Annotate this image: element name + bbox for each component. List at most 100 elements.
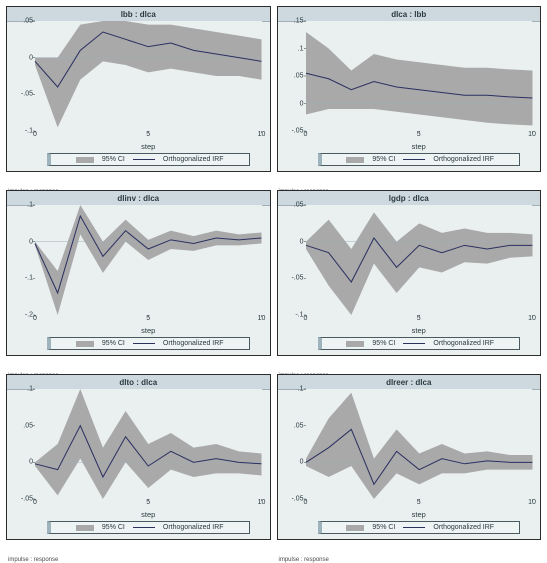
legend: 95% CIOrthogonalized IRF bbox=[318, 521, 521, 534]
x-tick-label: 0 bbox=[33, 499, 37, 506]
y-tick-label: 0 bbox=[29, 238, 33, 245]
y-tick-label: 0 bbox=[29, 54, 33, 61]
panel-wrap-4: dlto : dlca-.050.05.10510step95% CIOrtho… bbox=[6, 374, 271, 552]
chart-svg bbox=[35, 205, 262, 315]
legend-irf-label: Orthogonalized IRF bbox=[433, 156, 494, 163]
legend-ci-swatch bbox=[346, 525, 364, 531]
y-tick-label: -.2 bbox=[25, 312, 33, 319]
y-tick-label: -.05 bbox=[291, 275, 303, 282]
y-tick-label: .1 bbox=[27, 202, 33, 209]
legend-irf-line bbox=[133, 343, 155, 344]
x-axis-title: step bbox=[306, 326, 533, 335]
y-axis: -.1-.050.05 bbox=[7, 21, 35, 131]
panel-wrap-2: dlinv : dlca-.2-.10.10510step95% CIOrtho… bbox=[6, 190, 271, 368]
legend-ci-swatch bbox=[76, 157, 94, 163]
panel-wrap-1: dlca : lbb-.050.05.1.150510step95% CIOrt… bbox=[277, 6, 542, 184]
panel-wrap-5: dlreer : dlca-.050.05.10510step95% CIOrt… bbox=[277, 374, 542, 552]
y-tick-label: .1 bbox=[298, 45, 304, 52]
y-axis: -.1-.050.05 bbox=[278, 205, 306, 315]
x-axis-title: step bbox=[35, 326, 262, 335]
ci-band bbox=[306, 212, 533, 315]
ci-band bbox=[35, 21, 262, 127]
x-tick-label: 5 bbox=[417, 315, 421, 322]
x-tick-label: 10 bbox=[528, 315, 536, 322]
legend: 95% CI Orthogonalized IRF bbox=[47, 521, 250, 534]
chart-svg bbox=[306, 21, 533, 131]
y-axis: -.2-.10.1 bbox=[7, 205, 35, 315]
chart-title: dlto : dlca bbox=[7, 375, 270, 390]
legend-ci-swatch bbox=[346, 157, 364, 163]
x-tick-label: 0 bbox=[304, 131, 308, 138]
panel-grid: lbb : dlca-.1-.050.050510step95% CIOrtho… bbox=[6, 6, 541, 552]
plot-area bbox=[35, 389, 262, 499]
chart-panel: dlca : lbb-.050.05.1.150510step95% CIOrt… bbox=[277, 6, 542, 172]
ci-band bbox=[35, 389, 262, 499]
legend-irf-label: Orthogonalized IRF bbox=[163, 524, 224, 531]
x-tick-label: 5 bbox=[417, 499, 421, 506]
legend-ci-swatch bbox=[76, 341, 94, 347]
plot-area bbox=[306, 389, 533, 499]
x-tick-label: 5 bbox=[146, 499, 150, 506]
plot-area bbox=[35, 21, 262, 131]
x-tick-label: 5 bbox=[146, 315, 150, 322]
legend-irf-label: Orthogonalized IRF bbox=[433, 340, 494, 347]
x-tick-label: 5 bbox=[417, 131, 421, 138]
legend: 95% CI Orthogonalized IRF bbox=[47, 337, 250, 350]
legend-ci-label: 95% CI bbox=[102, 156, 125, 163]
impulse-response-note: impulse : response bbox=[8, 557, 58, 563]
panel-wrap-0: lbb : dlca-.1-.050.050510step95% CIOrtho… bbox=[6, 6, 271, 184]
legend-ci-label: 95% CI bbox=[372, 340, 395, 347]
plot-area bbox=[35, 205, 262, 315]
legend: 95% CI Orthogonalized IRF bbox=[318, 337, 521, 350]
ci-band bbox=[306, 393, 533, 499]
x-axis-title: step bbox=[306, 142, 533, 151]
y-tick-label: 0 bbox=[300, 459, 304, 466]
legend-irf-line bbox=[403, 159, 425, 160]
x-axis-title: step bbox=[306, 510, 533, 519]
legend-ci-label: 95% CI bbox=[102, 524, 125, 531]
chart-svg bbox=[35, 21, 262, 131]
chart-svg bbox=[306, 389, 533, 499]
x-tick-label: 0 bbox=[304, 315, 308, 322]
legend-ci-swatch bbox=[346, 341, 364, 347]
x-tick-label: 10 bbox=[528, 499, 536, 506]
legend: 95% CIOrthogonalized IRF bbox=[47, 153, 250, 166]
x-tick-label: 10 bbox=[258, 499, 266, 506]
y-tick-label: .05 bbox=[294, 202, 304, 209]
y-tick-label: .15 bbox=[294, 18, 304, 25]
x-tick-label: 10 bbox=[528, 131, 536, 138]
y-axis: -.050.05.1 bbox=[7, 389, 35, 499]
legend-ci-label: 95% CI bbox=[372, 524, 395, 531]
chart-svg bbox=[35, 389, 262, 499]
x-tick-label: 10 bbox=[258, 131, 266, 138]
y-tick-label: .1 bbox=[298, 386, 304, 393]
y-tick-label: -.1 bbox=[295, 312, 303, 319]
legend-ci-label: 95% CI bbox=[372, 156, 395, 163]
plot-area bbox=[306, 21, 533, 131]
plot-area bbox=[306, 205, 533, 315]
y-tick-label: -.05 bbox=[291, 496, 303, 503]
y-tick-label: .05 bbox=[23, 422, 33, 429]
impulse-response-note: impulse : response bbox=[279, 557, 329, 563]
y-tick-label: .1 bbox=[27, 386, 33, 393]
y-tick-label: 0 bbox=[29, 459, 33, 466]
legend-irf-label: Orthogonalized IRF bbox=[163, 340, 224, 347]
chart-title: lgdp : dlca bbox=[278, 191, 541, 206]
y-axis: -.050.05.1.15 bbox=[278, 21, 306, 131]
y-tick-label: .05 bbox=[294, 73, 304, 80]
y-tick-label: .05 bbox=[294, 422, 304, 429]
chart-title: dlca : lbb bbox=[278, 7, 541, 22]
chart-panel: dlto : dlca-.050.05.10510step95% CIOrtho… bbox=[6, 374, 271, 540]
y-tick-label: -.1 bbox=[25, 128, 33, 135]
legend-ci-label: 95% CI bbox=[102, 340, 125, 347]
ci-band bbox=[306, 32, 533, 126]
panel-wrap-3: lgdp : dlca-.1-.050.050 5 10 step 95% CI Orth… bbox=[277, 190, 542, 368]
chart-panel: dlinv : dlca-.2-.10.10510step95% CIOrtho… bbox=[6, 190, 271, 356]
legend-irf-line bbox=[133, 159, 155, 160]
chart-panel: dlreer : dlca-.050.05.10510step95% CIOrt… bbox=[277, 374, 542, 540]
chart-title: dlreer : dlca bbox=[278, 375, 541, 390]
chart-panel: lgdp : dlca-.1-.050.050 5 10 step 95% CI Orth… bbox=[277, 190, 542, 356]
y-tick-label: -.1 bbox=[25, 275, 33, 282]
x-tick-label: 0 bbox=[33, 315, 37, 322]
legend: 95% CI Orthogonalized IRF bbox=[318, 153, 521, 166]
